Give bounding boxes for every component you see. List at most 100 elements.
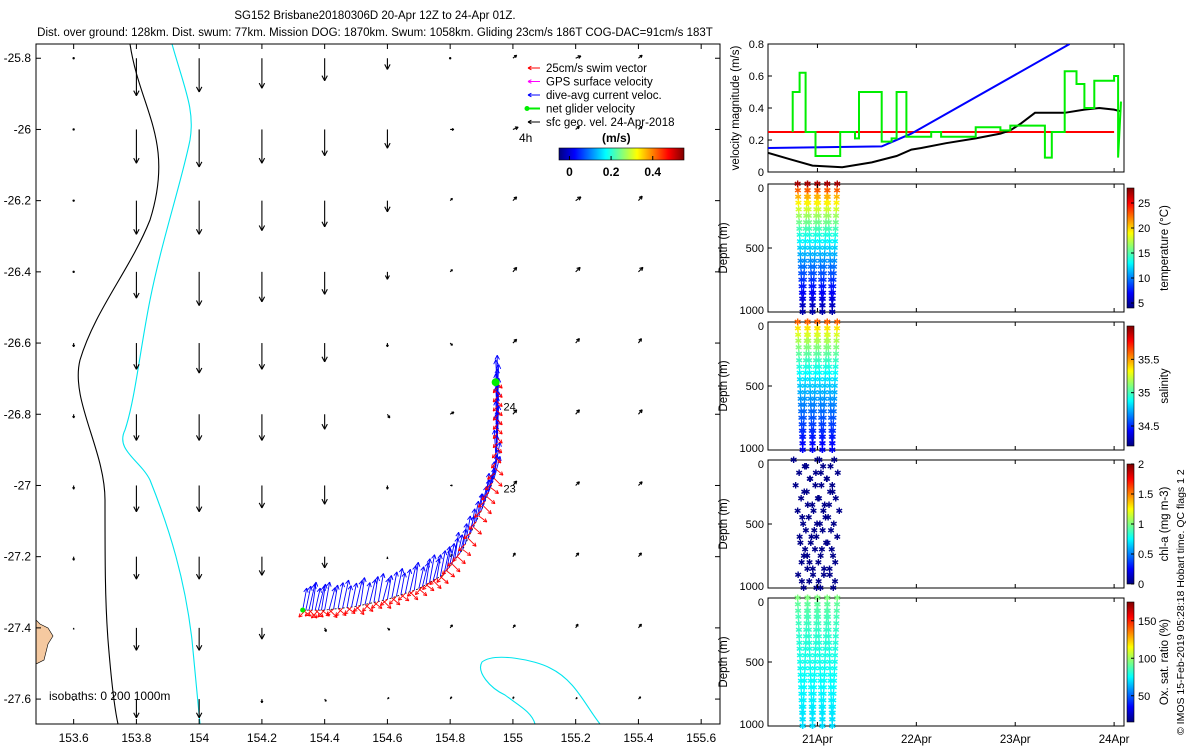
- profile-point: ✱: [813, 336, 821, 346]
- current-arrow: [321, 58, 328, 81]
- profile-point: ✱: [822, 217, 830, 227]
- profile-point: ✱: [796, 644, 804, 654]
- profile-point: ✱: [817, 676, 825, 686]
- profile-point: ✱: [820, 262, 828, 272]
- profile-point: ✱: [822, 362, 830, 372]
- profile-colorbar-tick-label: 100: [1138, 653, 1156, 665]
- profile-point: ✱: [817, 400, 825, 410]
- profile-point: ✱: [829, 702, 837, 712]
- profile-point: ✱: [796, 375, 804, 385]
- profile-point: ✱: [827, 407, 835, 417]
- dac-vector: [400, 572, 407, 595]
- colorbar-tick-label: 0.2: [603, 165, 620, 179]
- swim-vector: [441, 567, 450, 575]
- colorbar-tick-label: 0.4: [644, 165, 661, 179]
- profile-point: ✱: [804, 179, 812, 189]
- profile-point: ✱: [804, 593, 812, 603]
- profile-point: ✱: [832, 224, 840, 234]
- profile-point: ✱: [797, 256, 805, 266]
- profile-point: ✱: [800, 288, 808, 298]
- profile-point: ✱: [801, 262, 809, 272]
- profile-point: ✱: [816, 237, 824, 247]
- profile-point: ✱: [827, 269, 835, 279]
- profile-point: ✱: [828, 708, 836, 718]
- profile-colorbar-tick-label: 2: [1138, 459, 1144, 471]
- profile-point: ✱: [817, 689, 825, 699]
- profile-point: ✱: [824, 317, 832, 327]
- profile-point: ✱: [825, 205, 833, 215]
- profile-point: ✱: [809, 721, 817, 731]
- velocity-y-tick-label: 0.8: [749, 39, 764, 51]
- current-arrow: [575, 55, 582, 59]
- current-arrow: [72, 699, 75, 701]
- chart-title: SG152 Brisbane20180306D 20-Apr 12Z to 24…: [234, 10, 516, 22]
- profile-point: ✱: [804, 323, 812, 333]
- profile-point: ✱: [806, 557, 814, 567]
- current-arrow: [575, 266, 581, 273]
- profile-point: ✱: [816, 663, 824, 673]
- profile-point: ✱: [816, 387, 824, 397]
- profile-point: ✱: [829, 445, 837, 455]
- profile-point: ✱: [817, 683, 825, 693]
- profile-point: ✱: [799, 301, 807, 311]
- profile-point: ✱: [826, 387, 834, 397]
- current-arrow: [386, 413, 391, 419]
- profile-point: ✱: [809, 301, 817, 311]
- profile-point: ✱: [833, 593, 841, 603]
- current-arrow: [195, 58, 203, 93]
- dac-vector: [333, 584, 340, 610]
- profile-point: ✱: [811, 663, 819, 673]
- profile-point: ✱: [818, 545, 826, 555]
- profile-point: ✱: [813, 205, 821, 215]
- profile-point: ✱: [805, 198, 813, 208]
- profile-point: ✱: [811, 394, 819, 404]
- profile-point: ✱: [819, 721, 827, 731]
- swim-vector: [432, 580, 442, 590]
- speed-colorbar: [558, 147, 685, 161]
- time-tick-label: 21Apr: [802, 734, 833, 746]
- profile-point: ✱: [811, 651, 819, 661]
- profile-point: ✱: [807, 249, 815, 259]
- current-arrow: [575, 552, 580, 558]
- profile-point: ✱: [823, 336, 831, 346]
- velocity-y-tick-label: 0.6: [749, 71, 764, 83]
- profile-point: ✱: [819, 525, 827, 535]
- profile-ylabel: Depth (m): [718, 222, 730, 273]
- profile-point: ✱: [812, 362, 820, 372]
- profile-y-tick-label: 0: [758, 321, 764, 333]
- time-axis-ticks: 21Apr 22Apr 23Apr 24Apr: [802, 44, 1130, 746]
- swim-vector: [310, 609, 319, 619]
- profile-point: ✱: [798, 294, 806, 304]
- profile-y-tick-label: 500: [746, 657, 764, 669]
- map-y-tick-label: -25.8: [4, 51, 32, 65]
- profile-point: ✱: [807, 538, 815, 548]
- profile-point: ✱: [823, 330, 831, 340]
- profile-point: ✱: [826, 657, 834, 667]
- profile-point: ✱: [806, 375, 814, 385]
- profile-point: ✱: [829, 301, 837, 311]
- profile-point: ✱: [808, 532, 816, 542]
- profile-point: ✱: [832, 362, 840, 372]
- map-y-tick-label: -26.2: [4, 194, 32, 208]
- map-y-tick-label: -26.4: [4, 265, 32, 279]
- profile-point: ✱: [830, 256, 838, 266]
- current-arrow: [387, 627, 391, 631]
- profile-point: ✱: [819, 715, 827, 725]
- profile-point: ✱: [822, 224, 830, 234]
- profile-point: ✱: [800, 269, 808, 279]
- profile-point: ✱: [810, 683, 818, 693]
- profile-point: ✱: [796, 224, 804, 234]
- profile-point: ✱: [812, 217, 820, 227]
- current-arrow: [72, 556, 76, 561]
- profile-point: ✱: [807, 256, 815, 266]
- profile-point: ✱: [804, 606, 812, 616]
- profile-point: ✱: [795, 343, 803, 353]
- profile-y-tick-label: 1000: [740, 719, 764, 731]
- current-arrow: [384, 271, 390, 280]
- profile-point: ✱: [812, 481, 820, 491]
- dac-vector: [346, 585, 353, 608]
- profile-point: ✱: [801, 387, 809, 397]
- profile-point: ✱: [799, 715, 807, 725]
- swim-vector: [492, 433, 498, 440]
- profile-point: ✱: [815, 205, 823, 215]
